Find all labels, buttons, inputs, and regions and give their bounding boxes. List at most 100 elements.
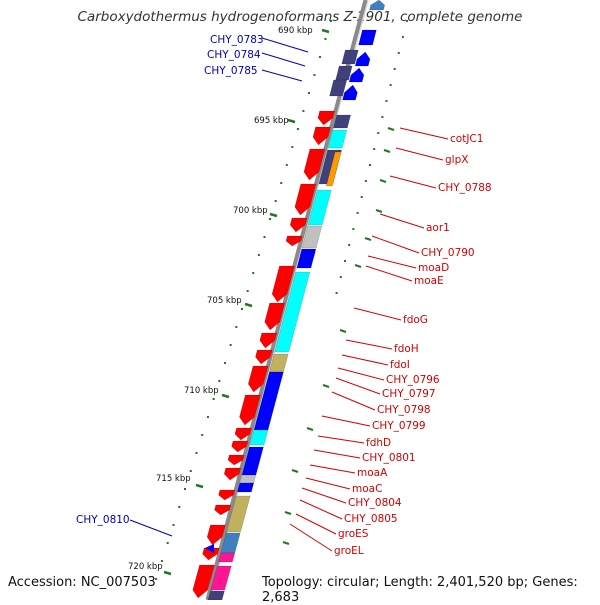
gene-label-chy-0810[interactable]: CHY_0810 xyxy=(76,514,130,526)
map-title: Carboxydothermus hydrogenoformans Z-2901… xyxy=(77,9,523,25)
callout-left-1 xyxy=(261,52,306,67)
major-tick-5 xyxy=(163,570,172,576)
ring-dot xyxy=(364,180,367,182)
gene-label-fdoi[interactable]: fdoI xyxy=(390,359,410,371)
tick-label-705: 705 kbp xyxy=(207,296,242,306)
feature-dash-1 xyxy=(383,149,391,153)
ring-dot xyxy=(348,244,351,246)
ring-dot xyxy=(377,132,380,134)
gene-features xyxy=(192,0,386,600)
gene-label-chy-0805[interactable]: CHY_0805 xyxy=(344,513,398,525)
gene-block-top-4 xyxy=(342,84,358,101)
gene-block-red-17 xyxy=(214,504,232,516)
ring-dot xyxy=(344,260,347,262)
gene-label-chy-0798[interactable]: CHY_0798 xyxy=(377,404,431,416)
ring-dot xyxy=(397,52,400,54)
gene-label-aor1[interactable]: aor1 xyxy=(426,222,450,234)
gene-block-red-14 xyxy=(227,454,245,466)
ring-dot xyxy=(313,74,316,76)
feature-dash-9 xyxy=(291,469,299,473)
ring-dot xyxy=(385,100,388,102)
gene-label-glpx[interactable]: glpX xyxy=(445,154,468,166)
callout-left-2 xyxy=(261,69,303,82)
callout-right-2 xyxy=(389,175,437,189)
ring-dot xyxy=(155,578,158,580)
gene-block-top-2 xyxy=(354,51,371,67)
ring-dot xyxy=(307,92,310,94)
callout-right-12 xyxy=(331,391,376,411)
gene-label-moae[interactable]: moaE xyxy=(414,275,444,287)
gene-label-fdog[interactable]: fdoG xyxy=(403,314,428,326)
ring-dot xyxy=(274,200,277,202)
gene-block-outer-17 xyxy=(218,552,236,563)
gene-label-chy-0801[interactable]: CHY_0801 xyxy=(362,452,416,464)
gene-block-red-15 xyxy=(223,467,242,481)
gene-block-red-2 xyxy=(303,148,326,181)
tick-label-700: 700 kbp xyxy=(233,206,268,216)
callout-right-15 xyxy=(313,449,361,459)
gene-label-chy-0797[interactable]: CHY_0797 xyxy=(382,388,436,400)
gene-label-chy-0790[interactable]: CHY_0790 xyxy=(421,247,475,259)
gene-label-groel[interactable]: groEL xyxy=(334,545,364,557)
ring-dot xyxy=(252,272,255,274)
ring-dot xyxy=(184,488,187,490)
callout-right-13 xyxy=(321,415,371,427)
ring-dot xyxy=(269,218,272,220)
ring-dot xyxy=(218,380,221,382)
ring-dot xyxy=(335,292,338,294)
callout-right-9 xyxy=(341,354,389,366)
ring-dot xyxy=(393,68,396,70)
gene-block-red-10 xyxy=(247,365,269,393)
gene-label-fdoh[interactable]: fdoH xyxy=(394,343,419,355)
gene-label-moad[interactable]: moaD xyxy=(418,262,449,274)
gene-label-chy-0788[interactable]: CHY_0788 xyxy=(438,182,492,194)
tick-label-720: 720 kbp xyxy=(128,562,163,572)
gene-label-cotjc1[interactable]: cotJC1 xyxy=(450,133,483,145)
major-tick-1 xyxy=(269,212,278,218)
gene-block-outer-5 xyxy=(301,225,323,249)
ring-dot xyxy=(381,116,384,118)
callout-left-0 xyxy=(261,37,309,53)
ring-dot xyxy=(401,36,404,38)
gene-label-groes[interactable]: groES xyxy=(338,528,369,540)
feature-dash-5 xyxy=(354,264,362,268)
ring-dot xyxy=(212,398,215,400)
gene-block-outer-19 xyxy=(207,590,225,600)
ring-dot xyxy=(263,236,266,238)
ring-dot xyxy=(201,434,204,436)
ring-dot xyxy=(329,20,332,22)
ring-dot xyxy=(224,362,227,364)
gene-label-chy-0796[interactable]: CHY_0796 xyxy=(386,374,440,386)
gene-label-chy-0783[interactable]: CHY_0783 xyxy=(210,34,264,46)
gene-label-fdhd[interactable]: fdhD xyxy=(366,437,391,449)
ring-dot xyxy=(246,290,249,292)
gene-label-moaa[interactable]: moaA xyxy=(357,467,388,479)
gene-label-moac[interactable]: moaC xyxy=(352,483,382,495)
ring-dot xyxy=(339,276,342,278)
tick-label-690: 690 kbp xyxy=(278,26,313,36)
gene-block-red-11 xyxy=(239,394,261,426)
gene-block-red-0 xyxy=(317,110,335,126)
ring-dot xyxy=(189,470,192,472)
gene-block-chy-0785 xyxy=(329,79,347,97)
inner-tick-ring xyxy=(155,20,332,580)
callout-right-3 xyxy=(379,213,425,229)
gene-block-top-1 xyxy=(358,29,377,46)
gene-label-chy-0799[interactable]: CHY_0799 xyxy=(372,420,426,432)
gene-block-red-20 xyxy=(192,564,215,599)
feature-dash-0 xyxy=(387,127,395,131)
ring-dot xyxy=(178,506,181,508)
gene-label-chy-0785[interactable]: CHY_0785 xyxy=(204,65,258,77)
ring-dot xyxy=(405,20,408,22)
accession-text: Accession: NC_007503 xyxy=(8,575,156,590)
tick-label-695: 695 kbp xyxy=(254,116,289,126)
feature-dash-10 xyxy=(284,511,292,515)
callout-right-14 xyxy=(317,435,365,444)
ring-dot xyxy=(302,110,305,112)
major-tick-4 xyxy=(195,483,204,489)
gene-label-chy-0804[interactable]: CHY_0804 xyxy=(348,497,402,509)
major-tick-2 xyxy=(244,302,253,308)
major-tick-6 xyxy=(321,28,330,34)
gene-block-red-9 xyxy=(255,349,273,365)
gene-label-chy-0784[interactable]: CHY_0784 xyxy=(207,49,261,61)
